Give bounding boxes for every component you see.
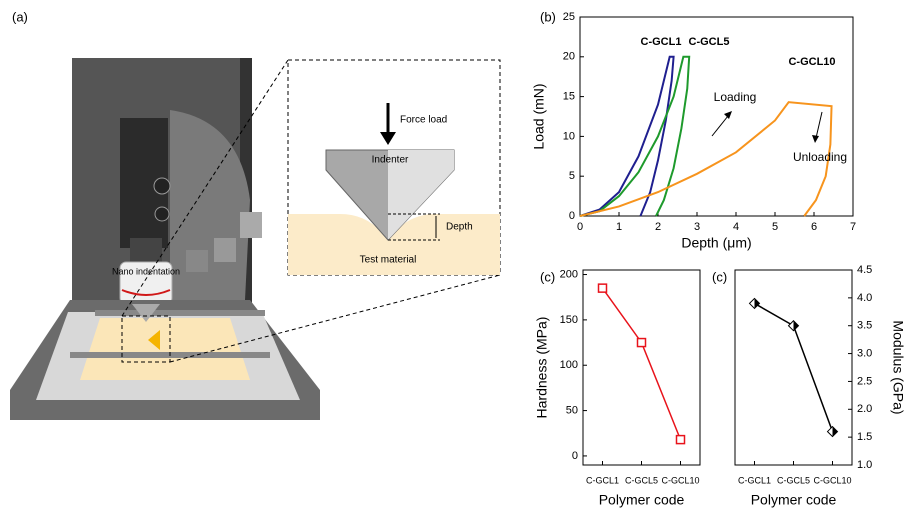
- y-tick-label: 200: [560, 268, 578, 280]
- y-tick-label: 3.5: [857, 320, 872, 332]
- x-tick-label: 7: [850, 221, 856, 233]
- head-label: Nano indentation: [112, 266, 180, 276]
- x-tick-label: C-GCL5: [777, 475, 810, 485]
- x-axis-label: Depth (μm): [681, 235, 751, 251]
- objective: [214, 238, 236, 262]
- x-tick-label: C-GCL10: [813, 475, 851, 485]
- y-tick-label: 0: [572, 450, 578, 462]
- objective: [186, 250, 208, 272]
- annotation: Loading: [714, 90, 757, 104]
- y-axis-label: Hardness (MPa): [534, 317, 550, 419]
- x-tick-label: 2: [655, 221, 661, 233]
- y-tick-label: 100: [560, 359, 578, 371]
- sample-plate: [80, 318, 250, 380]
- x-tick-label: 6: [811, 221, 817, 233]
- y-axis-label: Modulus (GPa): [890, 320, 905, 414]
- x-tick-label: 1: [616, 221, 622, 233]
- depth-label: Depth: [446, 222, 473, 233]
- x-tick-label: C-GCL10: [661, 475, 699, 485]
- y-tick-label: 15: [563, 91, 575, 103]
- marker: [638, 339, 646, 347]
- curve: [580, 57, 689, 216]
- y-tick-label: 1.0: [857, 459, 872, 471]
- objective: [240, 212, 262, 238]
- y-tick-label: 1.5: [857, 431, 872, 443]
- y-tick-label: 2.5: [857, 375, 872, 387]
- y-tick-label: 25: [563, 11, 575, 23]
- marker-half: [755, 298, 760, 308]
- x-tick-label: C-GCL5: [625, 475, 658, 485]
- x-axis-label: Polymer code: [599, 492, 685, 508]
- x-tick-label: 3: [694, 221, 700, 233]
- material-label: Test material: [360, 255, 417, 266]
- annotation: Unloading: [793, 150, 847, 164]
- plot-frame: [735, 270, 852, 465]
- y-tick-label: 50: [566, 404, 578, 416]
- y-tick-label: 4.0: [857, 292, 872, 304]
- knob: [155, 207, 169, 221]
- panel-label: (c): [540, 269, 555, 284]
- y-tick-label: 2.0: [857, 403, 872, 415]
- loading-arrow: [712, 116, 728, 136]
- marker: [599, 284, 607, 292]
- x-axis-label: Polymer code: [751, 492, 837, 508]
- panel-label: (b): [540, 9, 556, 24]
- x-tick-label: 0: [577, 221, 583, 233]
- arrow-head: [812, 135, 819, 143]
- panel-label: (a): [12, 9, 28, 24]
- x-tick-label: C-GCL1: [738, 475, 771, 485]
- unloading-arrow: [816, 112, 822, 138]
- panel-label: (c): [712, 269, 727, 284]
- marker-half: [833, 427, 838, 437]
- figure: (a) Nano indentation F: [0, 0, 905, 509]
- y-tick-label: 10: [563, 130, 575, 142]
- marker-half: [794, 321, 799, 331]
- x-tick-label: 4: [733, 221, 739, 233]
- series-label: C-GCL1: [641, 36, 682, 48]
- knob: [154, 178, 170, 194]
- force-label: Force load: [400, 115, 447, 126]
- series-label: C-GCL10: [788, 56, 835, 68]
- y-tick-label: 3.0: [857, 347, 872, 359]
- clip: [95, 310, 265, 316]
- y-axis-label: Load (mN): [531, 83, 547, 149]
- y-tick-label: 0: [569, 210, 575, 222]
- inset: Force load Indenter Depth Test material: [288, 60, 500, 275]
- y-tick-label: 4.5: [857, 264, 872, 276]
- y-tick-label: 150: [560, 314, 578, 326]
- y-tick-label: 20: [563, 51, 575, 63]
- line: [603, 288, 681, 439]
- indenter-label: Indenter: [372, 155, 409, 166]
- arrow-head: [724, 111, 732, 119]
- marker: [677, 436, 685, 444]
- y-tick-label: 5: [569, 170, 575, 182]
- x-tick-label: C-GCL1: [586, 475, 619, 485]
- x-tick-label: 5: [772, 221, 778, 233]
- series-label: C-GCL5: [689, 36, 730, 48]
